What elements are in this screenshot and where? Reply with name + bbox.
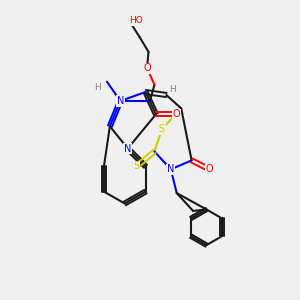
Text: S: S	[159, 124, 165, 134]
Text: O: O	[143, 63, 151, 73]
Text: H: H	[94, 83, 101, 92]
Text: N: N	[124, 143, 131, 154]
Text: HO: HO	[129, 16, 143, 25]
Text: O: O	[206, 164, 213, 174]
Text: H: H	[169, 85, 176, 94]
Text: S: S	[134, 161, 140, 171]
Text: H: H	[169, 85, 176, 94]
Text: O: O	[173, 109, 181, 119]
Text: O: O	[206, 164, 213, 174]
Text: N: N	[167, 164, 175, 174]
Text: N: N	[117, 96, 124, 106]
Text: O: O	[173, 109, 181, 119]
Text: S: S	[134, 161, 140, 171]
